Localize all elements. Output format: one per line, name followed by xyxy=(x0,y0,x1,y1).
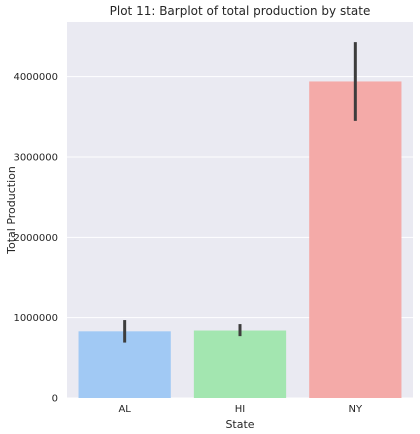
error-bars xyxy=(123,42,357,343)
x-axis-ticks: AL HI NY xyxy=(118,404,363,415)
y-tick-label: 3000000 xyxy=(13,152,58,163)
y-tick-label: 4000000 xyxy=(13,72,58,83)
x-tick-label: NY xyxy=(349,404,363,415)
bars xyxy=(78,81,402,398)
y-tick-label: 2000000 xyxy=(13,233,58,244)
x-tick-label: HI xyxy=(235,404,245,415)
y-tick-label: 1000000 xyxy=(13,313,58,324)
y-axis-label: Total Production xyxy=(5,166,18,255)
y-axis-ticks: 0 1000000 2000000 3000000 4000000 xyxy=(13,72,58,404)
x-axis-label: State xyxy=(225,418,254,431)
x-tick-label: AL xyxy=(118,404,131,415)
chart-title: Plot 11: Barplot of total production by … xyxy=(110,4,371,18)
y-tick-label: 0 xyxy=(52,394,58,405)
bar-ny xyxy=(309,81,402,398)
bar-hi xyxy=(193,330,287,398)
